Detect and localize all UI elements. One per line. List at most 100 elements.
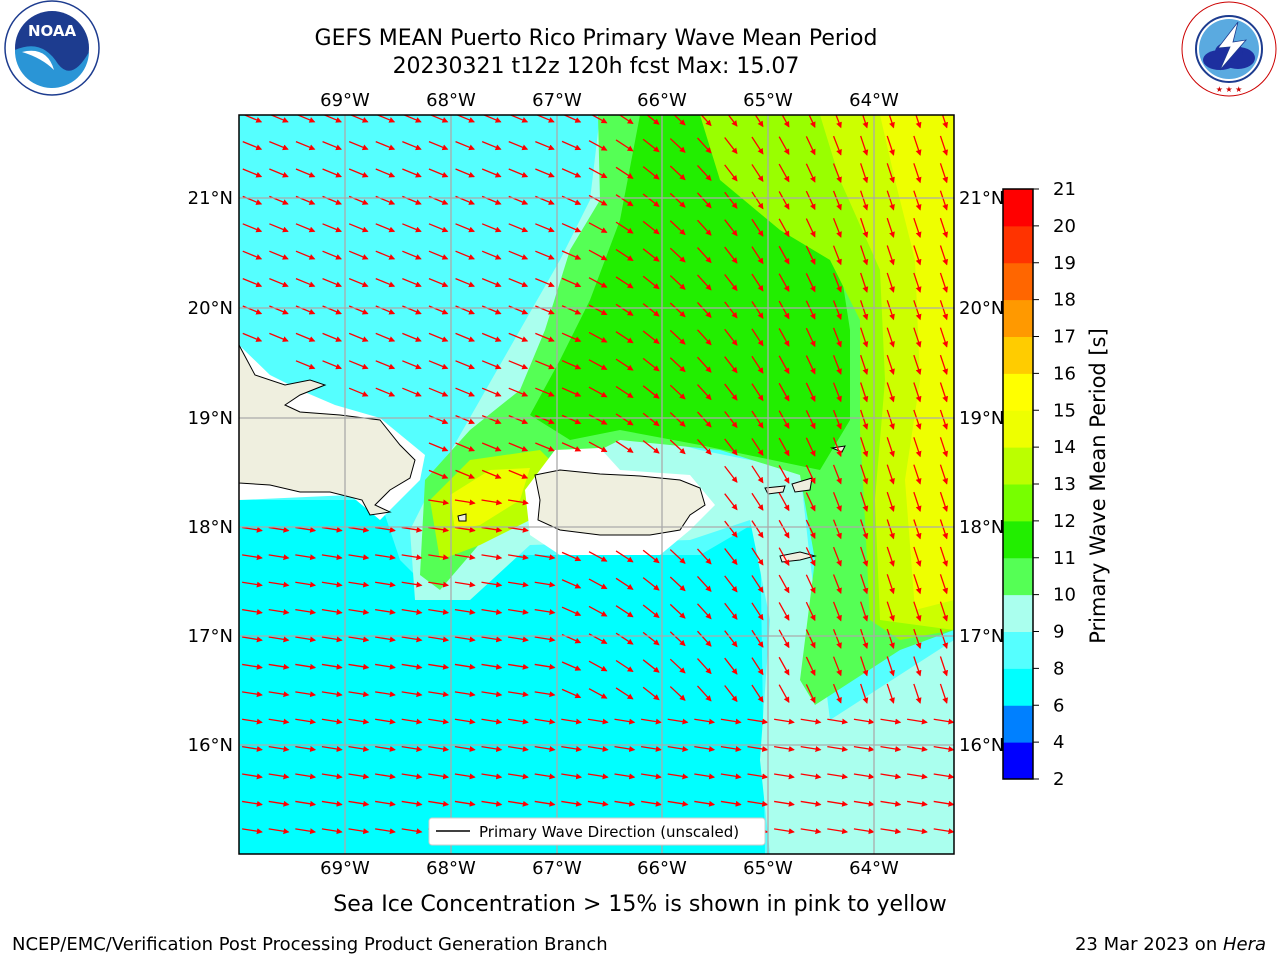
wave-arrow: [669, 658, 686, 674]
wave-arrow: [646, 115, 660, 125]
wave-arrow: [401, 608, 423, 615]
wave-arrow: [375, 800, 396, 807]
wave-arrow: [697, 384, 712, 401]
wave-arrow: [724, 301, 738, 319]
wave-arrow: [805, 382, 816, 402]
wave-arrow: [481, 305, 502, 315]
wave-arrow: [669, 384, 686, 400]
colorbar-tick-label: 16: [1053, 363, 1076, 384]
wave-arrow: [913, 272, 922, 293]
wave-arrow: [697, 603, 712, 620]
wave-arrow: [295, 140, 316, 151]
wave-arrow: [724, 219, 738, 237]
wave-arrow: [534, 800, 556, 807]
wave-arrow: [939, 190, 949, 211]
wave-arrow: [939, 601, 949, 622]
wave-arrow: [886, 382, 895, 403]
wave-arrow: [481, 773, 503, 780]
wave-arrow: [832, 190, 842, 211]
wave-arrow: [614, 800, 636, 807]
wave-arrow: [295, 277, 316, 288]
wave-arrow: [886, 519, 895, 540]
wave-arrow: [587, 718, 609, 725]
wave-arrow: [751, 492, 764, 511]
wave-arrow: [587, 773, 609, 780]
wave-arrow: [886, 163, 895, 184]
wave-arrow: [724, 411, 738, 429]
wave-arrow: [348, 718, 370, 725]
lat-labels-left: 21°N 20°N 19°N 18°N 17°N 16°N: [188, 188, 233, 756]
wave-arrow: [697, 685, 712, 702]
wave-arrow: [669, 247, 686, 263]
wave-arrow: [615, 632, 634, 645]
wave-arrow: [615, 221, 634, 234]
wave-arrow: [561, 688, 582, 699]
lon-label-top: 69°W: [320, 90, 370, 111]
wave-arrow: [428, 636, 450, 643]
wave-arrow: [832, 300, 842, 321]
wave-arrow: [481, 469, 502, 479]
colorbar-tick-label: 13: [1053, 474, 1076, 495]
wave-arrow: [428, 223, 449, 233]
wave-arrow: [428, 663, 450, 670]
wave-arrow: [860, 546, 869, 567]
noaa-logo: NOAA: [4, 0, 100, 96]
wave-arrow: [454, 663, 476, 670]
wave-arrow: [832, 163, 842, 184]
wave-arrow: [694, 773, 716, 780]
wave-arrow: [269, 277, 289, 288]
wave-arrow: [724, 137, 738, 155]
wave-arrow: [724, 356, 738, 374]
wave-arrow: [808, 115, 816, 128]
wave-arrow: [747, 773, 769, 780]
wave-arrow: [778, 382, 790, 402]
wave-arrow: [939, 354, 949, 376]
wave-arrow: [375, 745, 396, 752]
wave-arrow: [454, 718, 476, 725]
wave-arrow: [428, 387, 449, 397]
wave-arrow: [832, 245, 842, 266]
wave-arrow: [886, 574, 895, 595]
wave-arrow: [805, 656, 816, 676]
wave-arrow: [832, 327, 842, 348]
wave-arrow: [481, 387, 502, 397]
wave-arrow: [375, 250, 396, 260]
wave-arrow: [401, 773, 423, 780]
wave-arrow: [561, 305, 582, 315]
wave-arrow: [455, 442, 475, 452]
wave-arrow: [428, 526, 450, 533]
wave-arrow: [375, 305, 396, 315]
wave-arrow: [860, 245, 869, 266]
machine-name: Hera: [1223, 934, 1266, 955]
wave-arrow: [588, 578, 608, 590]
wave-arrow: [481, 745, 503, 752]
wave-arrow: [778, 245, 790, 265]
wave-arrow: [778, 136, 790, 156]
wave-arrow: [669, 302, 686, 318]
wave-arrow: [268, 554, 290, 561]
wave-arrow: [615, 166, 634, 179]
colorbar-tick-label: 17: [1053, 327, 1076, 348]
wave-arrow: [724, 493, 738, 511]
wave-arrow: [853, 828, 875, 835]
wave-arrow: [534, 581, 556, 588]
wave-arrow: [561, 222, 582, 233]
wave-arrow: [375, 140, 396, 151]
wave-arrow: [588, 359, 608, 370]
lon-label-bottom: 66°W: [637, 858, 687, 879]
wave-arrow: [697, 274, 712, 291]
wave-arrow: [402, 387, 422, 397]
lon-label-bottom: 64°W: [849, 858, 899, 879]
land-virgin-islands: [764, 445, 846, 563]
wave-arrow: [268, 691, 290, 698]
wave-arrow: [913, 437, 922, 458]
wave-arrow: [886, 601, 895, 622]
wave-arrow: [508, 223, 529, 233]
wave-arrow: [534, 773, 556, 780]
wave-arrow: [913, 656, 922, 677]
lat-label-left: 18°N: [188, 517, 233, 538]
wave-arrow: [913, 628, 922, 650]
map-frame: [238, 114, 955, 855]
wave-arrow: [295, 608, 317, 615]
